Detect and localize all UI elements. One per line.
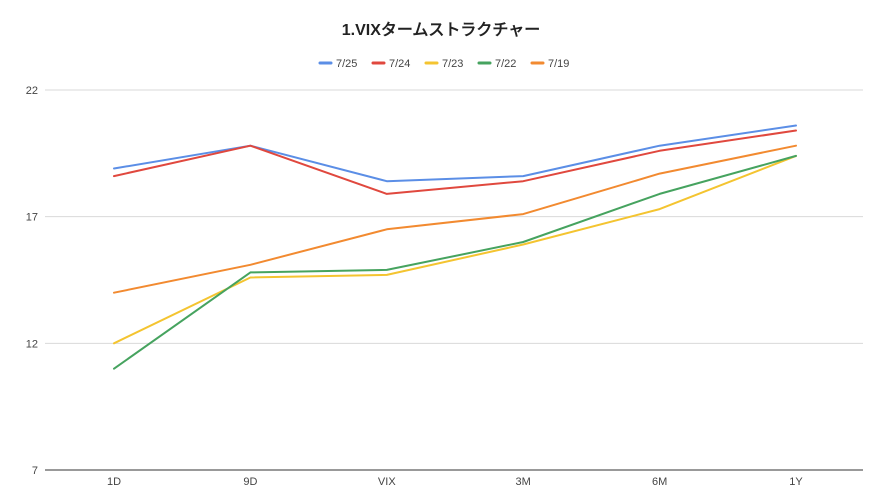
x-tick-label: 9D (243, 476, 257, 488)
legend-label: 7/19 (548, 58, 569, 70)
series-line-7-25 (113, 124, 797, 183)
x-tick-label: 1D (107, 476, 121, 488)
y-tick-label: 17 (26, 212, 38, 224)
y-tick-label: 7 (32, 465, 38, 477)
legend-item: 7/24 (371, 58, 410, 70)
legend-item: 7/22 (477, 58, 516, 70)
legend-label: 7/23 (442, 58, 463, 70)
x-axis-ticks: 1D 9D VIX 3M 6M 1Y (107, 476, 803, 488)
x-tick-label: 1Y (789, 476, 803, 488)
legend-item: 7/25 (318, 58, 357, 70)
series-line-7-22 (113, 154, 797, 370)
chart-title: 1.VIXタームストラクチャー (342, 21, 541, 39)
series-line-7-24 (113, 129, 797, 195)
x-tick-label: VIX (378, 476, 396, 488)
y-axis-ticks: 7 12 17 22 (26, 85, 38, 477)
series-lines (113, 124, 797, 370)
series-line-7-19 (113, 144, 797, 294)
y-tick-label: 22 (26, 85, 38, 97)
x-tick-label: 3M (516, 476, 531, 488)
legend-label: 7/24 (389, 58, 410, 70)
legend-label: 7/22 (495, 58, 516, 70)
legend-label: 7/25 (336, 58, 357, 70)
x-tick-label: 6M (652, 476, 667, 488)
legend-item: 7/23 (424, 58, 463, 70)
legend-item: 7/19 (530, 58, 569, 70)
chart-legend: 7/25 7/24 7/23 7/22 7/19 (318, 58, 569, 70)
y-tick-label: 12 (26, 338, 38, 350)
chart-gridlines (45, 89, 863, 471)
